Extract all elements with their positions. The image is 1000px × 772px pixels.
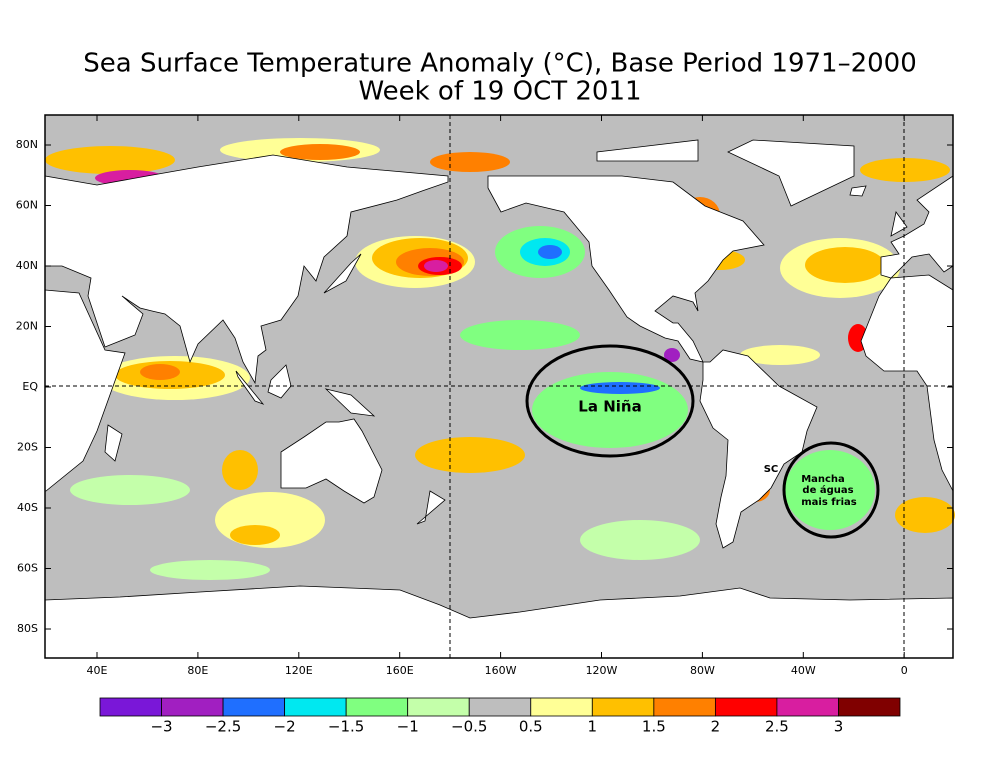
colorbar-label: 3 bbox=[834, 718, 844, 736]
lat-label: 20S bbox=[17, 441, 38, 454]
map-title: Sea Surface Temperature Anomaly (°C), Ba… bbox=[83, 49, 917, 79]
lat-label: EQ bbox=[22, 380, 38, 393]
lat-label: 80S bbox=[17, 622, 38, 635]
colorbar-swatch bbox=[345, 697, 409, 717]
lat-label: 40N bbox=[16, 259, 38, 272]
cold-patch-outline bbox=[782, 441, 880, 539]
colorbar-swatch bbox=[284, 697, 347, 717]
colorbar-swatch bbox=[222, 697, 286, 717]
colorbar-label: −1.5 bbox=[328, 718, 364, 736]
lat-label: 80N bbox=[16, 138, 38, 151]
colorbar-swatch bbox=[714, 697, 778, 717]
colorbar-label: 1 bbox=[588, 718, 598, 736]
lon-label: 120E bbox=[285, 664, 313, 677]
lon-label: 0 bbox=[901, 664, 908, 677]
colorbar-swatch bbox=[99, 697, 162, 717]
colorbar-label: −0.5 bbox=[451, 718, 487, 736]
colorbar-label: 2 bbox=[711, 718, 721, 736]
lat-label: 60N bbox=[16, 199, 38, 212]
lat-label: 20N bbox=[16, 320, 38, 333]
colorbar-label: −3 bbox=[150, 718, 172, 736]
lon-label: 160W bbox=[485, 664, 517, 677]
lon-label: 160E bbox=[386, 664, 414, 677]
axis-labels: 80N 60N 40N 20N EQ 20S 40S 60S 80S 40E 80E 120E 160E… bbox=[16, 115, 953, 677]
cold-patch-label: de águas bbox=[802, 484, 853, 496]
colorbar-swatch bbox=[776, 697, 839, 717]
cold-patch-label: Mancha bbox=[801, 474, 845, 485]
lon-label: 40E bbox=[87, 664, 108, 677]
colorbar-swatch bbox=[407, 697, 470, 717]
lon-label: 40W bbox=[791, 664, 816, 677]
cold-patch-label: mais frias bbox=[801, 497, 856, 508]
colorbar-label: 0.5 bbox=[519, 718, 543, 736]
colorbar-swatch bbox=[161, 697, 224, 717]
lat-label: 60S bbox=[17, 562, 38, 575]
la-nina-outline bbox=[525, 344, 695, 458]
la-nina-label: La Niña bbox=[578, 398, 641, 416]
lon-label: 80E bbox=[187, 664, 208, 677]
anomaly-field bbox=[45, 138, 955, 580]
colorbar-swatch bbox=[591, 697, 655, 717]
colorbar-label: −2.5 bbox=[205, 718, 241, 736]
map-area bbox=[44, 114, 955, 659]
colorbar-label: −1 bbox=[397, 718, 419, 736]
lon-label: 80W bbox=[690, 664, 715, 677]
colorbar: −3 −2.5 −2 −1.5 −1 −0.5 0.5 1 1.5 2 2.5 3 bbox=[99, 697, 901, 736]
colorbar-swatch bbox=[530, 697, 593, 717]
sc-label: SC bbox=[764, 464, 779, 475]
lat-label: 40S bbox=[17, 501, 38, 514]
colorbar-swatch bbox=[653, 697, 716, 717]
colorbar-swatch bbox=[468, 697, 532, 717]
annotations: La Niña SC Mancha de águas mais frias bbox=[525, 344, 880, 539]
lon-label: 120W bbox=[586, 664, 618, 677]
colorbar-label: 1.5 bbox=[642, 718, 666, 736]
colorbar-label: 2.5 bbox=[765, 718, 789, 736]
map-subtitle: Week of 19 OCT 2011 bbox=[358, 77, 641, 107]
colorbar-swatch bbox=[838, 697, 901, 717]
colorbar-label: −2 bbox=[274, 718, 296, 736]
